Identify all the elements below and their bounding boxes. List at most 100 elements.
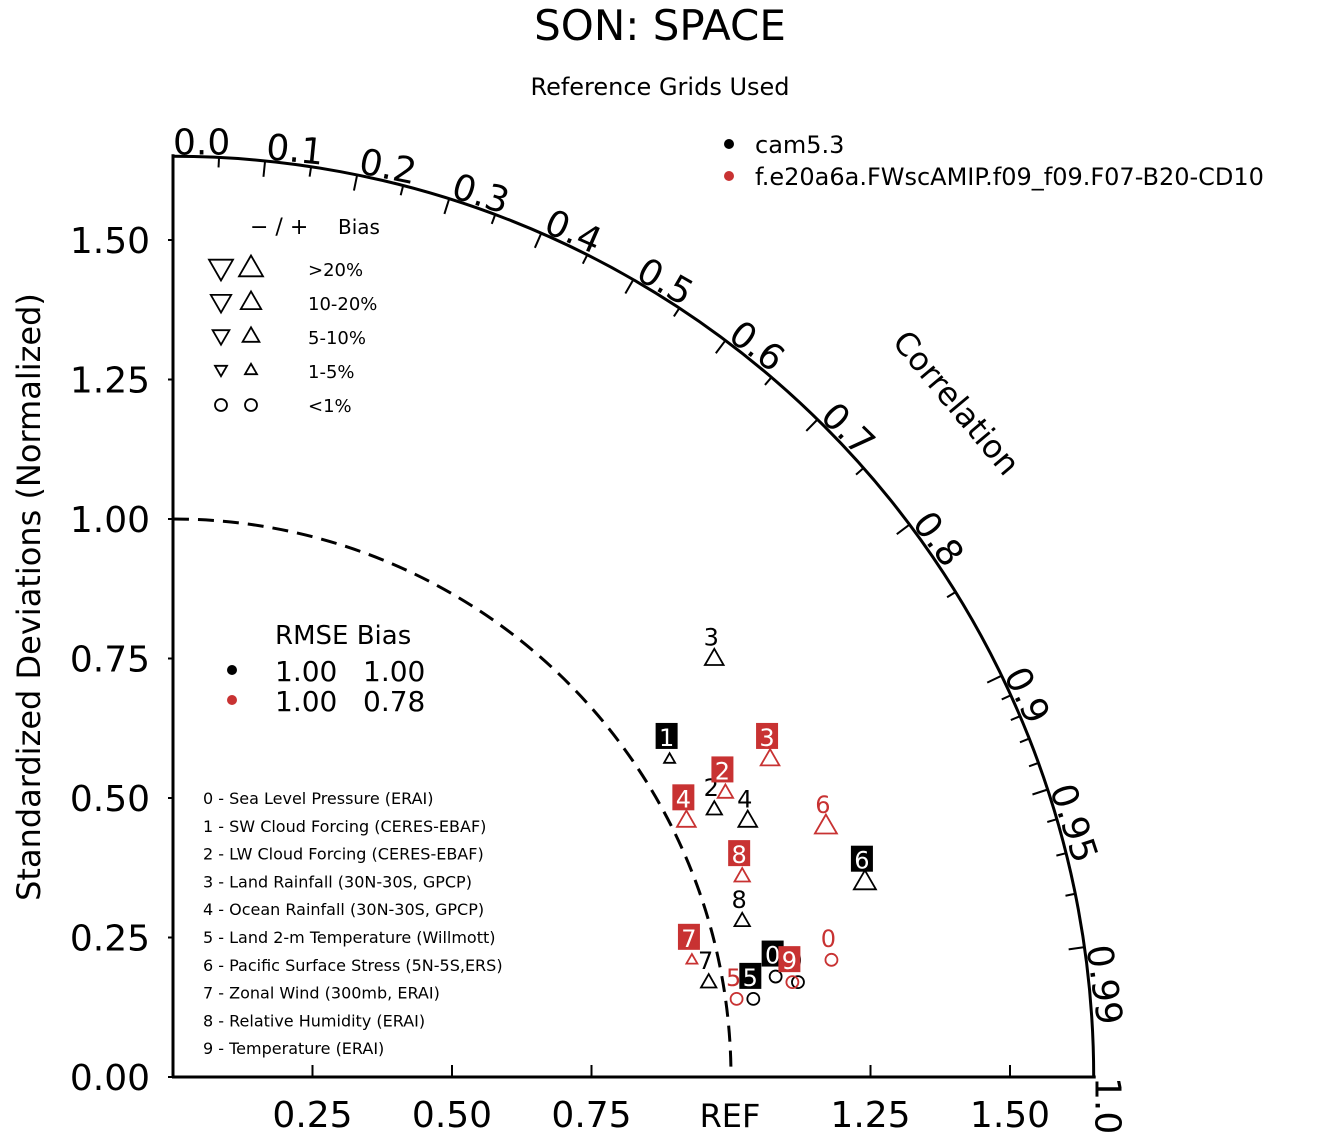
data-marker-triangle xyxy=(675,808,698,828)
correlation-tick-mark xyxy=(1068,946,1085,951)
chart-title: SON: SPACE xyxy=(534,1,786,50)
data-label: 4 xyxy=(737,785,752,813)
series-legend-label: f.e20a6a.FWscAMIP.f09_f09.F07-B20-CD10 xyxy=(755,163,1264,191)
correlation-tick-mark xyxy=(805,418,819,432)
data-label: 3 xyxy=(704,624,719,652)
data-marker-triangle xyxy=(703,646,726,666)
data-label: 8 xyxy=(732,886,747,914)
y-tick-label: 1.00 xyxy=(70,500,150,541)
data-label: 7 xyxy=(698,947,713,975)
series-legend: cam5.3 f.e20a6a.FWscAMIP.f09_f09.F07-B20-… xyxy=(724,131,1264,191)
data-label: 5 xyxy=(743,964,758,992)
data-label-box xyxy=(778,946,801,973)
data-label-box xyxy=(850,845,873,872)
correlation-minor-tick xyxy=(1010,715,1021,721)
data-point-cam-6: 6 xyxy=(850,845,878,891)
data-point-cam-1: 1 xyxy=(655,722,678,764)
correlation-tick-label: 1.0 xyxy=(1087,1077,1128,1134)
data-label: 1 xyxy=(659,724,674,752)
correlation-tick-label: 0.3 xyxy=(447,166,514,222)
bias-legend-up-triangle xyxy=(239,289,263,311)
data-marker-triangle xyxy=(684,952,699,965)
variable-legend-item: 4 - Ocean Rainfall (30N-30S, GPCP) xyxy=(203,900,484,919)
variable-legend-item: 1 - SW Cloud Forcing (CERES-EBAF) xyxy=(203,817,486,836)
bias-legend-circle xyxy=(244,398,258,412)
data-marker-triangle xyxy=(699,972,718,989)
data-marker-circle xyxy=(768,969,783,984)
correlation-minor-tick xyxy=(1028,761,1039,768)
y-tick-label: 0.00 xyxy=(70,1058,150,1099)
x-tick-label: 0.50 xyxy=(412,1095,492,1135)
data-point-fe-0: 0 xyxy=(821,925,839,967)
data-point-cam-5: 5 xyxy=(739,962,762,1006)
correlation-minor-tick xyxy=(1065,892,1076,897)
data-label: 9 xyxy=(782,947,797,975)
x-tick-label: 1.50 xyxy=(970,1095,1050,1135)
bias-legend-up-triangle xyxy=(241,325,261,343)
data-point-fe-8: 8 xyxy=(728,840,752,883)
correlation-minor-tick xyxy=(217,157,221,168)
rmse-bias-dot xyxy=(227,665,237,675)
data-point-fe-3: 3 xyxy=(756,722,781,767)
data-label: 3 xyxy=(759,724,774,752)
data-label-box xyxy=(756,722,779,749)
correlation-tick-mark xyxy=(715,339,727,354)
data-marker-circle xyxy=(729,991,744,1006)
bias-legend-up-triangle xyxy=(243,361,259,376)
data-point-cam-0: 0 xyxy=(761,940,784,984)
variable-legend-item: 0 - Sea Level Pressure (ERAI) xyxy=(203,789,433,808)
x-tick-label: 0.75 xyxy=(551,1095,631,1135)
data-point-fe-5: 5 xyxy=(726,964,744,1006)
correlation-minor-tick xyxy=(1056,852,1067,857)
data-label-box xyxy=(655,722,678,749)
data-label: 6 xyxy=(854,847,869,875)
data-label-box xyxy=(677,923,700,950)
data-marker-triangle xyxy=(736,808,759,828)
rmse-value: 1.00 xyxy=(275,655,337,688)
data-point-fe-4: 4 xyxy=(672,784,698,828)
correlation-minor-tick xyxy=(581,254,589,265)
bias-value: 0.78 xyxy=(363,685,425,718)
data-point-cam-8: 8 xyxy=(732,886,752,927)
data-point-fe-9: 9 xyxy=(778,946,801,990)
y-tick-label: 0.25 xyxy=(70,919,150,960)
y-tick-label: 1.50 xyxy=(70,221,150,262)
correlation-minor-tick xyxy=(1046,818,1058,823)
correlation-tick-label: 0.4 xyxy=(538,202,607,262)
data-marker-triangle xyxy=(662,751,677,764)
bias-legend-label: 5-10% xyxy=(308,328,366,349)
correlation-tick-mark xyxy=(262,160,267,177)
correlation-label: Correlation xyxy=(885,323,1028,483)
data-label-box xyxy=(728,840,751,867)
data-point-fe-7: 7 xyxy=(677,923,700,965)
data-label: 5 xyxy=(726,964,741,992)
data-label-box xyxy=(672,784,695,811)
correlation-tick-label: 0.7 xyxy=(813,395,883,464)
bias-legend-header: Bias xyxy=(338,215,380,239)
variable-legend-item: 2 - LW Cloud Forcing (CERES-EBAF) xyxy=(203,845,484,864)
correlation-tick-mark xyxy=(986,674,1003,684)
outer-arc xyxy=(172,154,1096,1078)
variable-legend-item: 9 - Temperature (ERAI) xyxy=(203,1039,384,1058)
correlation-tick-label: 0.2 xyxy=(356,142,420,194)
ref-label: REF xyxy=(700,1097,761,1135)
correlation-tick-mark xyxy=(624,279,635,295)
data-marker-circle xyxy=(791,975,805,990)
data-label-box xyxy=(711,756,734,783)
data-point-cam-3: 3 xyxy=(703,624,726,666)
data-label: 0 xyxy=(765,942,780,970)
correlation-minor-tick xyxy=(673,307,681,317)
variable-legend-item: 7 - Zonal Wind (300mb, ERAI) xyxy=(203,984,440,1003)
correlation-tick-mark xyxy=(443,198,451,215)
data-marker-triangle xyxy=(759,747,781,767)
data-marker-circle xyxy=(824,952,839,967)
bias-legend-down-triangle xyxy=(207,258,235,283)
data-label: 8 xyxy=(732,841,747,869)
correlation-minor-tick xyxy=(490,214,497,225)
correlation-tick-mark xyxy=(352,174,359,191)
rmse-bias-header: RMSE Bias xyxy=(275,621,411,651)
correlation-minor-tick xyxy=(855,467,865,476)
data-label-box xyxy=(739,962,762,989)
bias-value: 1.00 xyxy=(363,655,425,688)
bias-legend-down-triangle xyxy=(213,364,229,379)
